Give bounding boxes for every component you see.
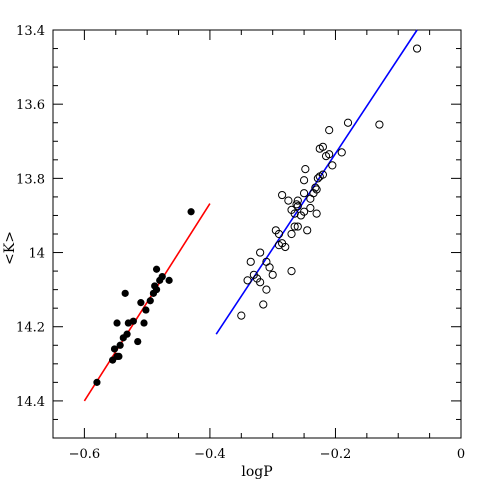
filled-point: [158, 273, 166, 281]
open-point: [262, 285, 271, 294]
y-tick-label: 14.4: [16, 395, 45, 410]
open-point: [284, 196, 293, 205]
x-tick-label: −0.4: [194, 447, 226, 462]
open-point: [278, 190, 287, 200]
y-tick-label: 13.8: [16, 172, 45, 187]
open-point: [343, 118, 353, 127]
open-point: [290, 222, 299, 231]
open-point: [256, 248, 265, 257]
open-point: [274, 241, 284, 250]
open-point: [265, 263, 274, 272]
open-point: [237, 311, 246, 320]
open-point: [271, 226, 280, 235]
open-point: [268, 270, 277, 279]
filled-point: [115, 352, 123, 360]
x-tick-labels: −0.6 −0.4 −0.2 0: [69, 447, 466, 462]
y-tick-label: 13.4: [16, 24, 45, 39]
open-point: [293, 202, 302, 211]
open-point: [259, 300, 268, 309]
filled-point: [165, 276, 173, 284]
open-point: [281, 242, 290, 252]
open-point: [325, 150, 334, 159]
filled-point: [116, 341, 124, 349]
open-point: [287, 266, 296, 276]
y-tick-label: 14.2: [16, 321, 45, 336]
open-point: [309, 189, 318, 198]
open-point: [312, 209, 321, 218]
open-point: [243, 276, 252, 285]
y-tick-labels: 13.4 13.6 13.8 14 14.2 14.4: [16, 24, 45, 410]
open-point: [299, 176, 309, 185]
filled-point: [121, 289, 129, 297]
open-point: [303, 226, 312, 235]
filled-point: [140, 319, 148, 327]
open-point: [299, 189, 309, 198]
x-tick-label: −0.6: [69, 447, 101, 462]
open-point: [246, 257, 255, 266]
filled-point: [187, 208, 195, 216]
filled-point: [137, 299, 145, 307]
filled-point: [151, 282, 159, 290]
filled-point: [134, 337, 142, 346]
open-point: [337, 148, 346, 157]
y-tick-label: 13.6: [16, 98, 45, 113]
open-point: [287, 229, 296, 239]
filled-point: [110, 345, 119, 353]
open-point: [318, 142, 328, 151]
open-point: [299, 207, 309, 216]
data-points: [93, 44, 422, 386]
open-point: [311, 183, 320, 192]
open-point: [306, 203, 315, 213]
fit-lines: [83, 29, 418, 402]
x-axis-label: logP: [241, 464, 272, 480]
open-point: [249, 270, 258, 279]
y-axis-label: <K>: [2, 231, 18, 265]
open-point: [318, 170, 328, 179]
open-point: [325, 126, 334, 135]
open-point: [328, 161, 337, 170]
filled-point: [129, 317, 137, 325]
filled-point: [146, 297, 154, 305]
filled-point: [93, 378, 101, 386]
open-point: [301, 164, 310, 174]
open-point: [293, 196, 302, 205]
plot-frame: [52, 29, 462, 439]
filled-point: [152, 265, 161, 273]
filled-point: [113, 319, 121, 327]
y-tick-label: 14: [28, 247, 45, 262]
filled-point: [142, 306, 150, 314]
x-tick-label: 0: [457, 447, 465, 462]
open-point: [287, 205, 296, 214]
open-point: [375, 120, 384, 129]
filled-point: [123, 330, 131, 338]
axis-ticks: [52, 29, 462, 439]
open-point: [412, 44, 422, 53]
open-point: [292, 200, 301, 209]
open-point: [293, 222, 302, 231]
x-tick-label: −0.2: [320, 447, 352, 462]
